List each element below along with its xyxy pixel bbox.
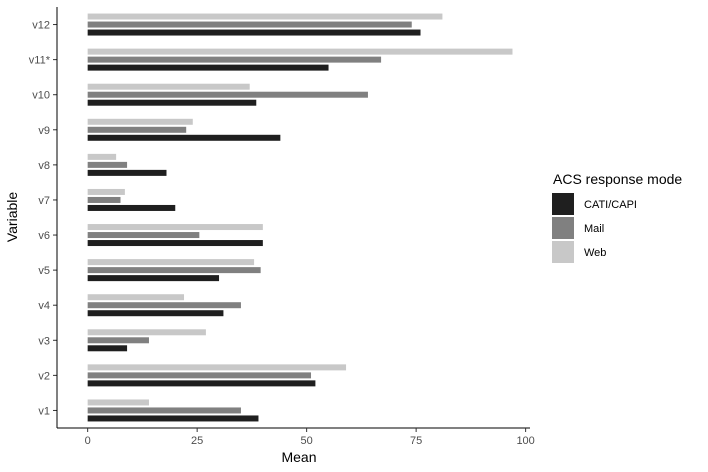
bar-v6-mail: [87, 232, 200, 239]
y-tick-label-v1: v1: [38, 405, 50, 417]
legend-swatch-mail: [552, 217, 574, 239]
bar-v5-web: [87, 259, 255, 266]
y-tick-label-v6: v6: [38, 230, 50, 242]
bar-v4-cati-capi: [87, 310, 224, 317]
bar-v2-web: [87, 364, 347, 371]
x-tick-label-50: 50: [301, 435, 313, 447]
y-tick-label-v9: v9: [38, 125, 50, 137]
bar-v4-mail: [87, 302, 241, 309]
x-tick-label-25: 25: [191, 435, 203, 447]
bar-v3-mail: [87, 337, 149, 344]
y-axis-label: Variable: [4, 192, 20, 243]
legend-swatch-web: [552, 241, 574, 263]
bar-v12-web: [87, 13, 443, 20]
bar-v2-cati-capi: [87, 380, 316, 387]
legend-label-web: Web: [584, 247, 606, 259]
y-tick-label-v8: v8: [38, 160, 50, 172]
bar-v5-cati-capi: [87, 275, 220, 282]
legend: ACS response mode CATI/CAPI Mail Web: [552, 171, 682, 263]
bar-v12-mail: [87, 21, 412, 28]
bar-v8-web: [87, 153, 117, 160]
y-tick-label-v3: v3: [38, 335, 50, 347]
bar-v9-web: [87, 118, 193, 125]
x-tick-label-0: 0: [85, 435, 91, 447]
y-tick-label-v11: v11*: [29, 55, 51, 67]
y-tick-label-v5: v5: [38, 265, 50, 277]
bar-v10-web: [87, 83, 250, 90]
bar-v3-cati-capi: [87, 345, 128, 352]
bar-v9-mail: [87, 126, 187, 133]
legend-title: ACS response mode: [553, 171, 682, 187]
legend-swatch-cati-capi: [552, 193, 574, 215]
bar-v3-web: [87, 329, 206, 336]
bar-v8-mail: [87, 161, 128, 168]
bar-v4-web: [87, 294, 185, 301]
x-tick-label-100: 100: [516, 435, 534, 447]
bar-v12-cati-capi: [87, 29, 421, 36]
bar-v6-web: [87, 224, 263, 231]
bar-v6-cati-capi: [87, 240, 263, 247]
x-tick-label-75: 75: [410, 435, 422, 447]
bar-v11-mail: [87, 56, 382, 63]
bar-v11-cati-capi: [87, 64, 329, 71]
y-tick-label-v7: v7: [38, 195, 50, 207]
bar-v5-mail: [87, 267, 261, 274]
bar-v10-cati-capi: [87, 99, 257, 106]
bar-v11-web: [87, 48, 513, 55]
y-tick-label-v4: v4: [38, 300, 50, 312]
legend-items: CATI/CAPI Mail Web: [552, 193, 637, 263]
bars-layer: [87, 13, 513, 422]
bar-v7-web: [87, 188, 125, 195]
bar-v2-mail: [87, 372, 312, 379]
bar-v1-web: [87, 399, 149, 406]
bar-v8-cati-capi: [87, 169, 167, 176]
y-tick-label-v2: v2: [38, 370, 50, 382]
bar-v7-cati-capi: [87, 204, 176, 211]
x-axis-label: Mean: [281, 449, 316, 465]
bar-v10-mail: [87, 91, 368, 98]
bar-v1-mail: [87, 407, 241, 414]
bar-v7-mail: [87, 196, 121, 203]
y-tick-label-v12: v12: [32, 20, 50, 32]
legend-label-mail: Mail: [584, 223, 604, 235]
legend-label-cati-capi: CATI/CAPI: [584, 199, 637, 211]
y-tick-label-v10: v10: [32, 90, 50, 102]
bar-v1-cati-capi: [87, 415, 259, 422]
axes-layer: v1 v2 v3 v4 v5 v6 v7 v8 v9 v10 v11* v12 0 25 50 75 100: [29, 7, 535, 447]
bar-v9-cati-capi: [87, 134, 281, 141]
